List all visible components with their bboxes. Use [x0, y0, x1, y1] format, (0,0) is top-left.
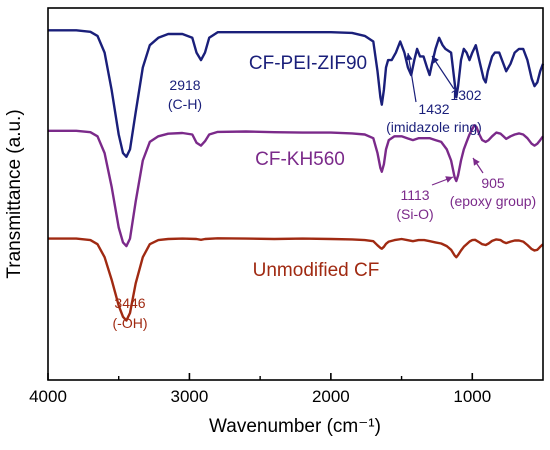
annotation-label: 2918 (C-H) — [168, 77, 202, 112]
x-tick-label: 3000 — [171, 387, 209, 406]
x-axis-title: Wavenumber (cm⁻¹) — [209, 416, 381, 437]
annotation-arrowhead — [405, 53, 413, 61]
annotation-arrowhead — [473, 158, 480, 166]
annotation-arrowhead — [432, 56, 439, 64]
annotation-arrowhead — [445, 176, 453, 183]
annotation-label: 1432 (imidazole ring) — [386, 101, 482, 135]
annotation-label: 1113 (Si-O) — [396, 187, 433, 222]
annotation-label: 905 (epoxy group) — [450, 175, 536, 209]
plot-frame — [47, 7, 544, 381]
series-label: Unmodified CF — [253, 260, 380, 281]
y-axis-title: Transmittance (a.u.) — [4, 109, 25, 278]
x-axis-ticks: 4000 3000 2000 1000 — [29, 373, 491, 406]
annotations: 2918 (C-H) 1432 (imidazole ring)1302 1113 (Si… — [113, 52, 536, 331]
series-label: CF-PEI-ZIF90 — [249, 53, 367, 74]
x-tick-label: 4000 — [29, 387, 67, 406]
annotation-label: 1302 — [450, 87, 481, 103]
series-labels: CF-PEI-ZIF90 CF-KH560 Unmodified CF — [249, 53, 379, 281]
series-line-2 — [48, 237, 544, 322]
x-tick-label: 2000 — [312, 387, 350, 406]
series-label: CF-KH560 — [255, 149, 345, 170]
x-tick-label: 1000 — [453, 387, 491, 406]
annotation-label: 3446 (-OH) — [113, 295, 148, 331]
series-line-1 — [48, 124, 544, 248]
annotation-arrow — [407, 52, 417, 103]
